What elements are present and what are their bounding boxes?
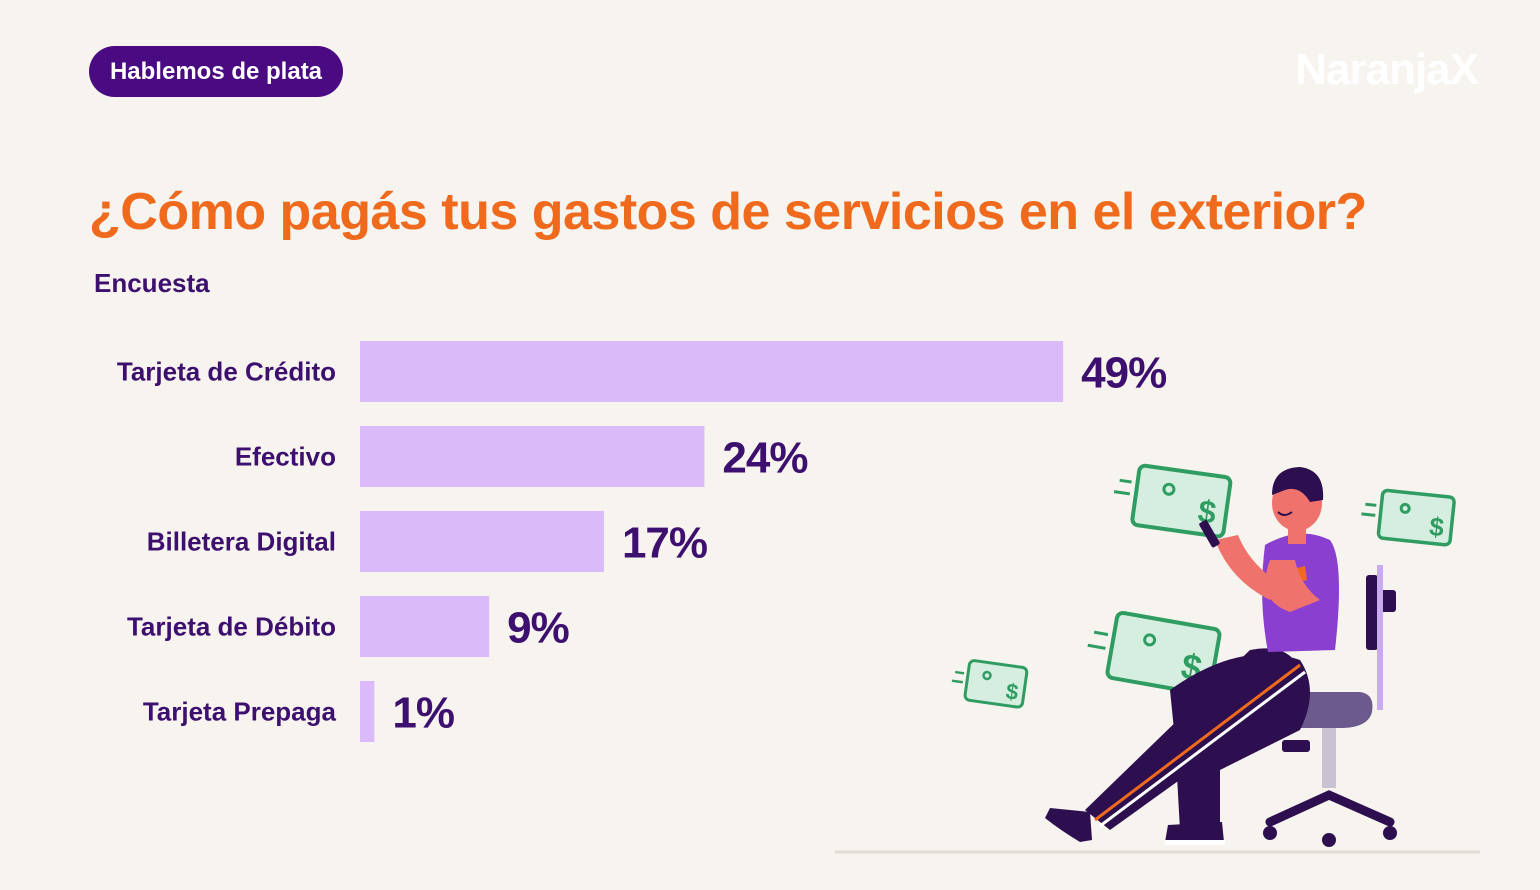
svg-text:$: $: [1428, 511, 1446, 542]
category-label: Tarjeta de Débito: [127, 612, 336, 642]
value-label: 9%: [507, 604, 569, 653]
money-bill-icon: $: [951, 659, 1029, 709]
bar: [360, 511, 604, 572]
category-label: Efectivo: [235, 442, 336, 472]
category-label: Tarjeta Prepaga: [143, 697, 337, 727]
brand-logo: NaranjaX: [1295, 45, 1479, 94]
money-bill-icon: $: [1113, 463, 1233, 539]
bar: [360, 426, 705, 487]
value-label: 1%: [392, 689, 454, 738]
bar: [360, 596, 490, 657]
category-badge: Hablemos de plata: [89, 46, 343, 97]
value-label: 17%: [622, 519, 707, 568]
svg-text:$: $: [1196, 493, 1219, 531]
bar: [360, 681, 375, 742]
svg-text:$: $: [1004, 678, 1020, 704]
value-label: 24%: [722, 434, 807, 483]
money-bill-icon: $: [1361, 488, 1456, 547]
chart-subtitle: Encuesta: [94, 268, 210, 298]
value-label: 49%: [1081, 349, 1166, 398]
category-label: Tarjeta de Crédito: [117, 357, 336, 387]
chart-title: ¿Cómo pagás tus gastos de servicios en e…: [89, 183, 1367, 241]
bar: [360, 341, 1064, 402]
category-label: Billetera Digital: [147, 527, 336, 557]
person-icon: [1045, 467, 1339, 845]
